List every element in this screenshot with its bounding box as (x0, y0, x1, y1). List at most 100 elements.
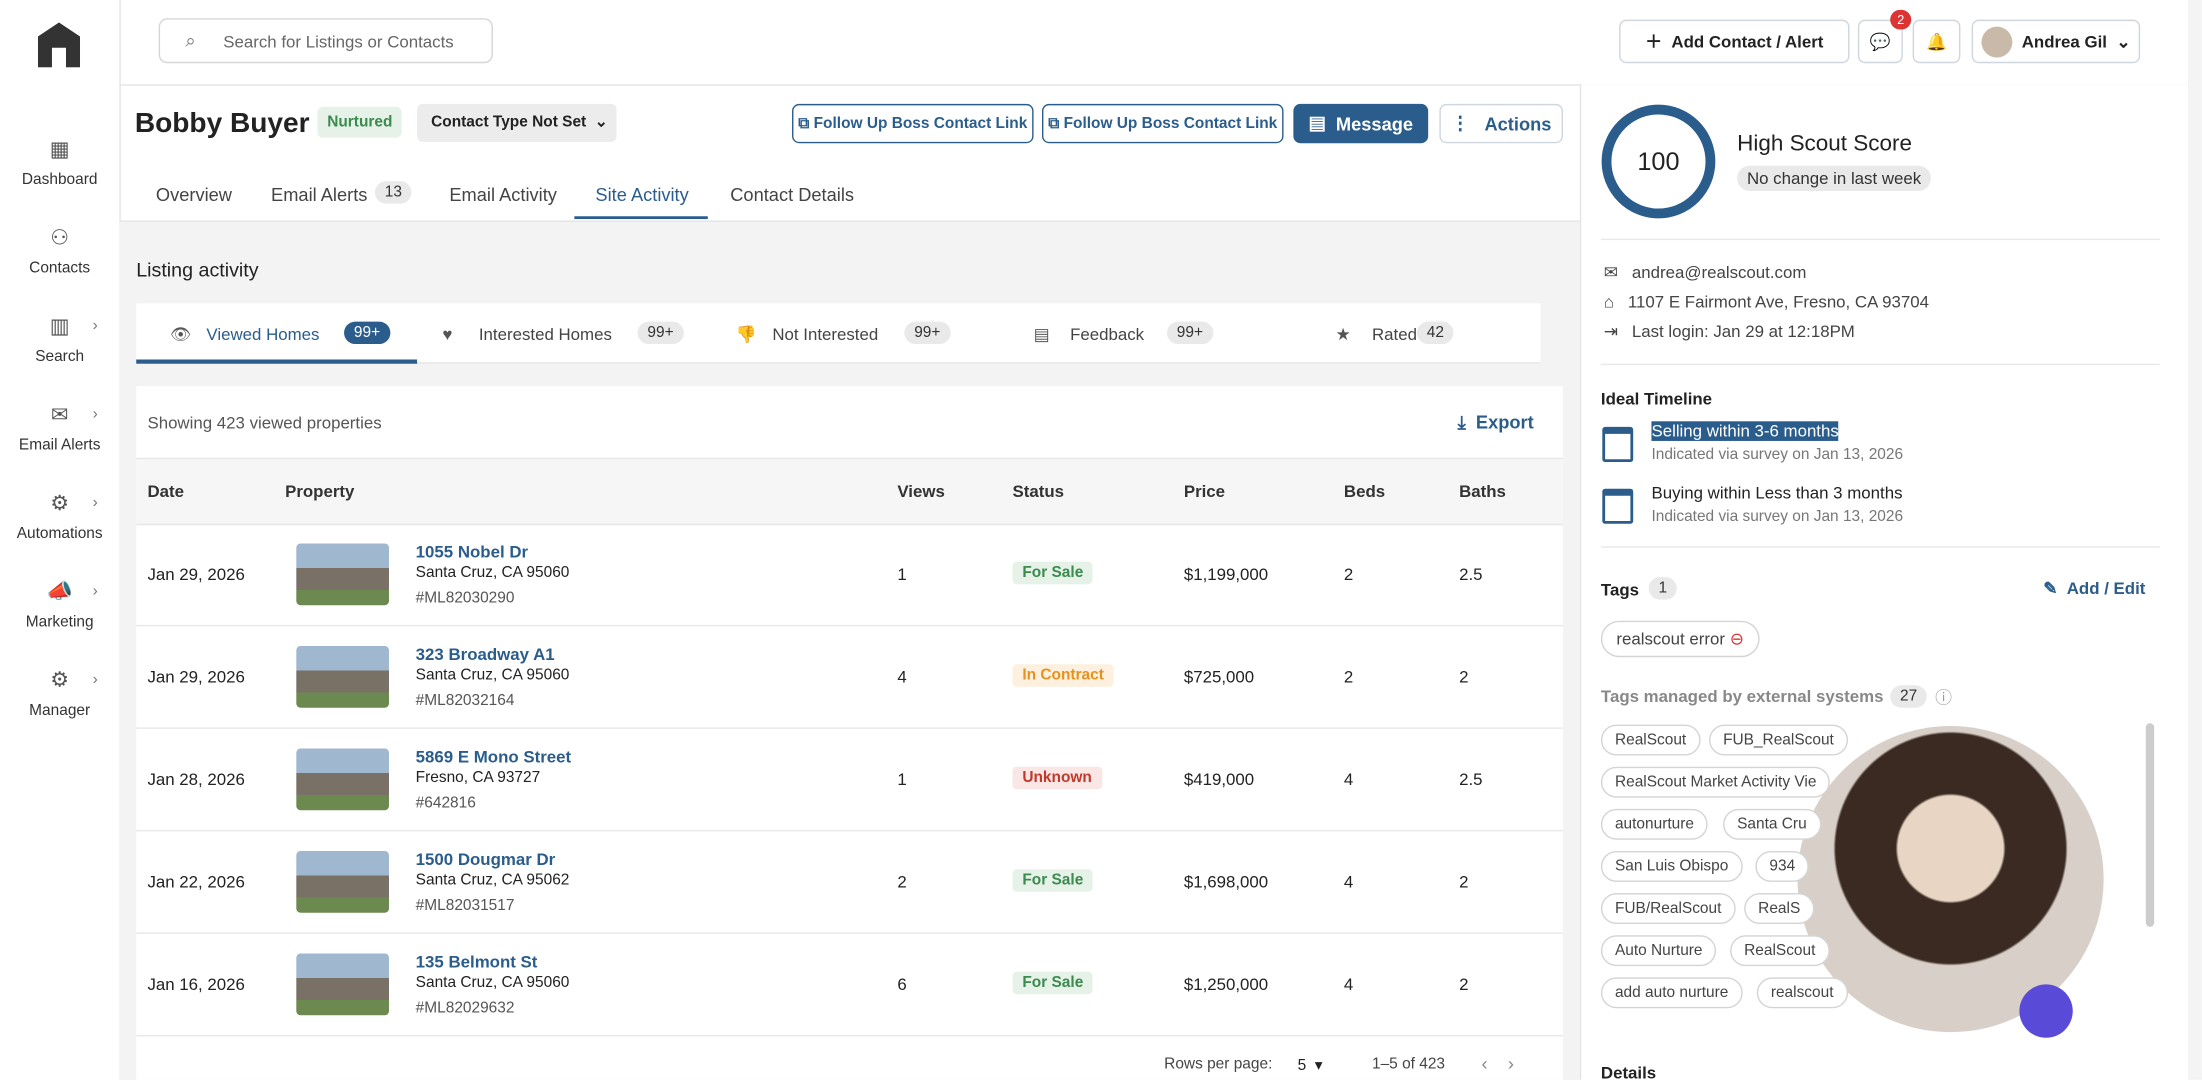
alerts-button[interactable]: 🔔 (1912, 19, 1961, 64)
price: $419,000 (1183, 769, 1255, 790)
email: ✉ andrea@realscout.com (1603, 262, 1807, 283)
tab[interactable]: Overview (155, 183, 232, 206)
nav-label[interactable]: Email Alerts (18, 436, 101, 454)
external-tag[interactable]: FUB_RealScout (1709, 724, 1848, 756)
tab[interactable]: Email Alerts (271, 183, 368, 206)
label: Follow Up Boss Contact Link (813, 115, 1028, 133)
contact-type-select[interactable]: Contact Type Not Set ⌄ (417, 103, 617, 142)
tab[interactable]: Contact Details (730, 183, 855, 206)
page-scrollbar (2187, 0, 2202, 1080)
column-header: Baths (1459, 481, 1506, 502)
label: Add / Edit (2066, 578, 2146, 599)
external-tag[interactable]: FUB/RealScout (1600, 893, 1736, 925)
fub-link-button[interactable]: ⧉ Follow Up Boss Contact Link (792, 103, 1034, 144)
add-contact-button[interactable]: ＋ Add Contact / Alert (1619, 19, 1850, 64)
subtab[interactable]: Viewed Homes (206, 324, 320, 345)
label: realscout error (1616, 629, 1726, 649)
column-header: Beds (1343, 481, 1386, 502)
subtab[interactable]: Interested Homes (478, 324, 612, 345)
fub-link-button[interactable]: ⧉ Follow Up Boss Contact Link (1041, 103, 1284, 144)
nav-label[interactable]: Manager (29, 702, 91, 720)
external-tag[interactable]: RealScout Market Activity Vie (1600, 766, 1831, 798)
nav-label[interactable]: Marketing (25, 613, 94, 631)
tags-count: 1 (1648, 577, 1677, 600)
external-count: 27 (1890, 685, 1928, 708)
subtab-indicator (136, 359, 418, 364)
subtab[interactable]: Not Interested (772, 324, 879, 345)
chat-launcher[interactable] (2019, 984, 2073, 1038)
column-header: Price (1183, 481, 1226, 502)
score-label: High Scout Score (1737, 132, 1912, 156)
address: ⌂ 1107 E Fairmont Ave, Fresno, CA 93704 (1603, 292, 1929, 312)
nav-label[interactable]: Dashboard (21, 171, 98, 189)
tab-indicator (574, 216, 708, 220)
nav-label[interactable]: Automations (16, 525, 103, 543)
date: Jan 29, 2026 (147, 564, 245, 585)
external-tag[interactable]: RealS (1744, 893, 1815, 925)
tag[interactable]: realscout error ⊖ (1600, 620, 1760, 658)
search-box[interactable]: ⌕ Search for Listings or Contacts (158, 18, 493, 64)
beds: 2 (1343, 564, 1354, 585)
subtab-icon: ★ (1335, 324, 1351, 345)
status: Unknown (1012, 766, 1102, 790)
nav-icon[interactable]: 📣 (46, 579, 73, 604)
status: For Sale (1012, 971, 1094, 995)
address[interactable]: 5869 E Mono Street (415, 747, 572, 767)
address[interactable]: 1500 Dougmar Dr (415, 849, 556, 870)
tab[interactable]: Site Activity (595, 183, 689, 206)
external-tag[interactable]: autonurture (1600, 808, 1709, 840)
date: Jan 29, 2026 (147, 667, 245, 687)
date: Jan 16, 2026 (147, 974, 245, 995)
mls: #ML82032164 (415, 692, 515, 710)
user-menu[interactable]: Andrea Gil ⌄ (1971, 19, 2141, 64)
nav-chevron: › (92, 494, 98, 512)
price: $1,199,000 (1183, 564, 1269, 585)
mls: #642816 (415, 794, 476, 812)
tab[interactable]: Email Activity (449, 183, 557, 206)
export-button[interactable]: ⤓ Export (1457, 411, 1534, 433)
external-tag[interactable]: RealScout (1600, 724, 1701, 756)
external-tag[interactable]: realscout (1756, 977, 1848, 1009)
address[interactable]: 135 Belmont St (415, 952, 538, 972)
nav-icon[interactable]: ▥ (49, 314, 70, 339)
nav-icon[interactable]: ⚙ (50, 668, 70, 693)
summary: Showing 423 viewed properties (147, 412, 382, 433)
scrollbar (2145, 723, 2155, 927)
subtab[interactable]: Rated (1372, 324, 1417, 345)
table-header (136, 457, 1563, 526)
address[interactable]: 1055 Nobel Dr (415, 542, 529, 562)
thumbnail (296, 543, 389, 606)
nav-icon[interactable]: ⚇ (50, 226, 70, 250)
beds: 4 (1343, 974, 1354, 995)
address[interactable]: 323 Broadway A1 (415, 644, 555, 665)
external-tag[interactable]: add auto nurture (1600, 977, 1743, 1009)
external-tag[interactable]: Auto Nurture (1600, 935, 1717, 967)
nav-label[interactable]: Contacts (29, 259, 91, 277)
message-button[interactable]: ▤ Message (1293, 103, 1429, 144)
subtab[interactable]: Feedback (1070, 324, 1145, 345)
date: Jan 28, 2026 (147, 769, 245, 790)
avatar (1981, 25, 2013, 57)
mls: #ML82031517 (415, 897, 515, 915)
nav-icon[interactable]: ⚙ (50, 491, 70, 516)
subtab-count: 99+ (344, 321, 390, 345)
status: For Sale (1012, 561, 1094, 585)
rows-select[interactable]: 5 ▾ (1297, 1057, 1323, 1075)
nav-icon[interactable]: ▦ (49, 137, 70, 162)
table-row (136, 932, 1563, 1037)
nav-label[interactable]: Search (35, 348, 85, 366)
city: Santa Cruz, CA 95060 (415, 974, 570, 992)
help-icon[interactable]: ⓘ (1935, 688, 1952, 708)
external-tag[interactable]: San Luis Obispo (1600, 851, 1743, 882)
details-title: Details (1600, 1063, 1657, 1080)
external-tag[interactable]: 934 (1755, 851, 1810, 882)
external-tag[interactable]: RealScout (1730, 935, 1830, 967)
views: 1 (897, 769, 907, 790)
pager[interactable]: ‹ › (1481, 1053, 1514, 1075)
external-tag[interactable]: Santa Cru (1723, 808, 1821, 840)
tags-edit[interactable]: ✎ Add / Edit (2043, 578, 2146, 599)
actions-button[interactable]: ⋮ Actions (1439, 103, 1563, 144)
status: In Contract (1012, 664, 1114, 687)
nav-icon[interactable]: ✉ (50, 403, 69, 427)
